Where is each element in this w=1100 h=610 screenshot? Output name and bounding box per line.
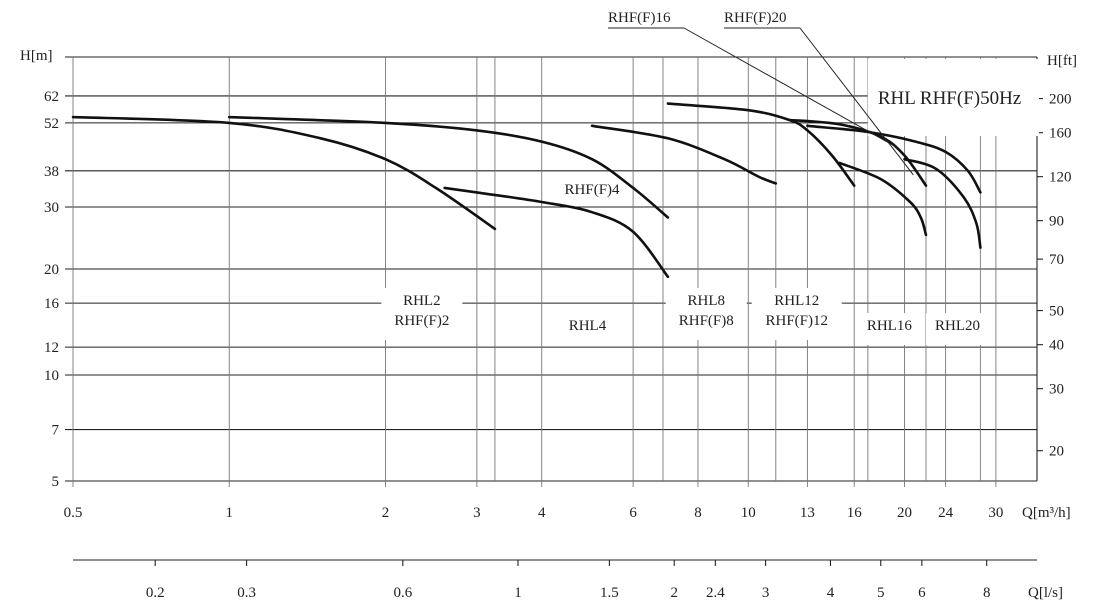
curve-rhl4 bbox=[227, 115, 670, 219]
leader-line bbox=[683, 27, 900, 149]
curve-label: RHF(F)4 bbox=[565, 182, 621, 198]
leader-lines bbox=[608, 27, 914, 176]
region-label: RHL2 bbox=[403, 293, 441, 309]
x-tick-label: 2 bbox=[382, 505, 390, 521]
x2-axis-title: Q[l/s] bbox=[1028, 585, 1063, 601]
x-tick-label: 13 bbox=[800, 505, 815, 521]
y-tick-label: 38 bbox=[44, 164, 59, 180]
x-tick-label: 1 bbox=[225, 505, 233, 521]
y2-tick-label: 20 bbox=[1049, 444, 1064, 460]
curve-label-box bbox=[556, 176, 629, 198]
region-label: RHL4 bbox=[569, 318, 607, 334]
curve-rhl8 bbox=[590, 124, 778, 185]
region-label: RHL16 bbox=[867, 318, 913, 334]
y2-tick-label: 120 bbox=[1049, 170, 1072, 186]
leader-line bbox=[799, 27, 914, 176]
region-label-box bbox=[925, 313, 989, 345]
curve-label: RHF(F)16 bbox=[608, 10, 671, 26]
x2-tick-label: 1 bbox=[514, 585, 522, 601]
x-tick-label: 0.5 bbox=[64, 505, 83, 521]
grid bbox=[65, 56, 1043, 566]
curve-rhff16 bbox=[788, 118, 928, 187]
x-tick-label: 24 bbox=[938, 505, 954, 521]
x-tick-label: 6 bbox=[629, 505, 637, 521]
curve-rhff20 bbox=[806, 124, 982, 194]
chart-title: RHL RHF(F)50Hz bbox=[878, 88, 1021, 109]
x2-tick-label: 8 bbox=[983, 585, 991, 601]
region-label-boxes bbox=[381, 59, 1039, 345]
x2-tick-label: 6 bbox=[918, 585, 926, 601]
region-label-box bbox=[560, 313, 615, 345]
y2-tick-label: 50 bbox=[1049, 304, 1064, 320]
x2-tick-label: 3 bbox=[762, 585, 770, 601]
y-tick-label: 7 bbox=[52, 423, 60, 439]
x-tick-label: 30 bbox=[988, 505, 1003, 521]
curve-rhl20 bbox=[903, 157, 982, 249]
region-label-box bbox=[857, 313, 921, 345]
x2-tick-label: 4 bbox=[827, 585, 835, 601]
y2-tick-label: 160 bbox=[1049, 126, 1072, 142]
x-tick-label: 4 bbox=[538, 505, 546, 521]
title-box bbox=[867, 59, 1039, 136]
y2-tick-label: 200 bbox=[1049, 92, 1072, 108]
region-label-box bbox=[665, 288, 747, 340]
pump-curves bbox=[71, 102, 982, 279]
x-tick-label: 3 bbox=[473, 505, 481, 521]
curve-rhl16 bbox=[838, 161, 928, 237]
x2-tick-label: 2.4 bbox=[706, 585, 725, 601]
y-tick-label: 30 bbox=[44, 200, 59, 216]
y-tick-label: 5 bbox=[52, 474, 60, 490]
y-axis-title: H[m] bbox=[20, 48, 53, 64]
y-tick-label: 52 bbox=[44, 116, 59, 132]
x-tick-label: 16 bbox=[847, 505, 863, 521]
region-label-box bbox=[751, 288, 842, 340]
curve-rhff2 bbox=[443, 186, 670, 279]
x-tick-label: 10 bbox=[741, 505, 756, 521]
x-tick-label: 20 bbox=[897, 505, 912, 521]
x2-tick-label: 1.5 bbox=[600, 585, 619, 601]
x2-tick-label: 5 bbox=[877, 585, 885, 601]
x2-tick-label: 0.2 bbox=[146, 585, 165, 601]
curve-label: RHF(F)20 bbox=[724, 10, 787, 26]
y2-axis-title: H[ft] bbox=[1047, 53, 1077, 69]
x2-tick-label: 0.3 bbox=[237, 585, 256, 601]
y-tick-label: 20 bbox=[44, 262, 59, 278]
y-tick-label: 10 bbox=[44, 368, 59, 384]
y-tick-label: 12 bbox=[44, 340, 59, 356]
region-label: RHL12 bbox=[774, 293, 819, 309]
x2-tick-label: 0.6 bbox=[393, 585, 412, 601]
y2-tick-label: 90 bbox=[1049, 214, 1064, 230]
region-label: RHF(F)12 bbox=[765, 313, 828, 329]
region-label: RHL8 bbox=[688, 293, 726, 309]
y2-tick-label: 30 bbox=[1049, 382, 1064, 398]
region-label-box bbox=[381, 288, 463, 340]
x2-tick-label: 2 bbox=[670, 585, 678, 601]
region-label: RHF(F)8 bbox=[679, 313, 734, 329]
curve-rhl2 bbox=[71, 115, 497, 231]
region-label: RHL20 bbox=[935, 318, 980, 334]
y-tick-label: 16 bbox=[44, 296, 60, 312]
x-tick-label: 8 bbox=[694, 505, 702, 521]
y2-tick-label: 40 bbox=[1049, 338, 1064, 354]
curve-rhl12 bbox=[666, 102, 856, 187]
x-axis-title: Q[m³/h] bbox=[1022, 505, 1071, 521]
y2-tick-label: 70 bbox=[1049, 252, 1064, 268]
region-label: RHF(F)2 bbox=[394, 313, 449, 329]
y-tick-label: 62 bbox=[44, 89, 59, 105]
